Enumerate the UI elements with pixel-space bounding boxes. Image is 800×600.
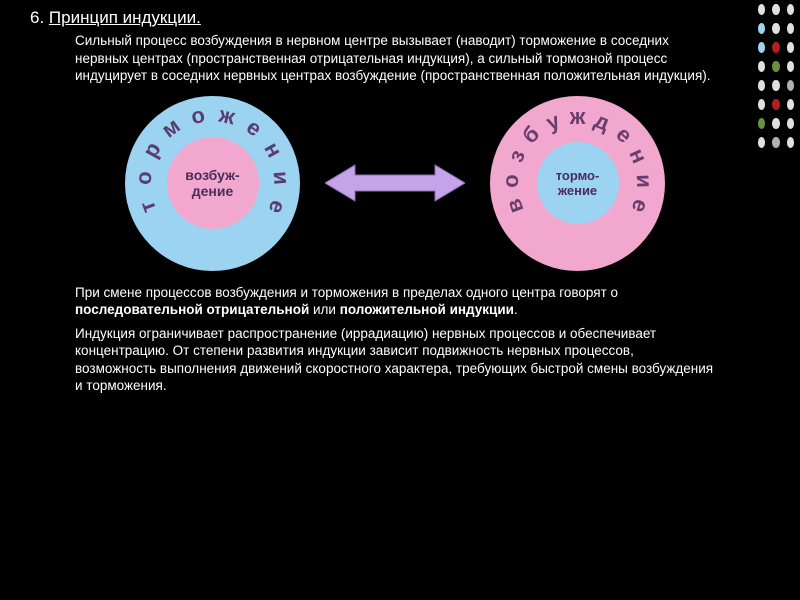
dot: [787, 61, 794, 72]
right-inner-text-2: жение: [558, 183, 597, 198]
dot-row: [758, 61, 794, 72]
dot: [772, 99, 779, 110]
paragraph-2: При смене процессов возбуждения и тормож…: [30, 284, 715, 319]
dot: [772, 137, 779, 148]
p2-d: положительной индукции: [340, 302, 514, 317]
decorative-dots: [758, 4, 794, 156]
dot-row: [758, 23, 794, 34]
right-inner-circle: тормо- жение: [537, 142, 619, 224]
dot: [787, 23, 794, 34]
dot: [787, 137, 794, 148]
p2-c: или: [313, 302, 340, 317]
induction-diagram: возбуж- дение торможение тормо- жение во…: [30, 91, 770, 276]
arrow-shape: [325, 165, 465, 201]
left-inner-text-2: дение: [192, 183, 234, 199]
dot-row: [758, 137, 794, 148]
dot: [787, 118, 794, 129]
dot: [787, 99, 794, 110]
dot: [787, 80, 794, 91]
dot: [772, 80, 779, 91]
dot-row: [758, 118, 794, 129]
paragraph-1: Сильный процесс возбуждения в нервном це…: [30, 32, 715, 85]
p2-b: последовательной отрицательной: [75, 302, 313, 317]
left-inner-circle: возбуж- дение: [167, 137, 259, 229]
dot: [772, 118, 779, 129]
dot: [758, 99, 765, 110]
title-text: Принцип индукции.: [49, 8, 201, 27]
p2-e: .: [514, 302, 518, 317]
dot: [758, 80, 765, 91]
dot: [758, 61, 765, 72]
slide-content: 6. Принцип индукции. Сильный процесс воз…: [0, 0, 745, 409]
dot: [772, 4, 779, 15]
dot-row: [758, 4, 794, 15]
dot-row: [758, 42, 794, 53]
dot: [787, 4, 794, 15]
left-inner-text-1: возбуж-: [185, 167, 239, 183]
dot: [758, 4, 765, 15]
dot-row: [758, 99, 794, 110]
right-ring: тормо- жение возбуждение: [490, 96, 665, 271]
left-ring: возбуж- дение торможение: [125, 96, 300, 271]
dot: [758, 137, 765, 148]
dot: [772, 61, 779, 72]
dot-row: [758, 80, 794, 91]
right-inner-text-1: тормо-: [556, 168, 600, 183]
slide-title: 6. Принцип индукции.: [30, 8, 715, 28]
dot: [772, 23, 779, 34]
p2-a: При смене процессов возбуждения и тормож…: [75, 285, 618, 300]
dot: [758, 42, 765, 53]
dot: [758, 118, 765, 129]
title-number: 6.: [30, 8, 49, 27]
bidirectional-arrow: [325, 163, 465, 203]
dot: [787, 42, 794, 53]
paragraph-3: Индукция ограничивает распространение (и…: [30, 325, 715, 395]
dot: [758, 23, 765, 34]
dot: [772, 42, 779, 53]
